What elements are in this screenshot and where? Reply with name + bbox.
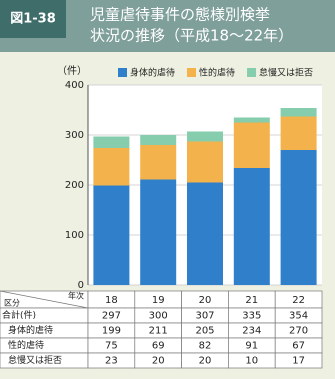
- column-header: 20: [199, 295, 212, 306]
- bar-segment: [140, 135, 177, 145]
- table-value: 307: [195, 311, 214, 322]
- y-tick-label: 300: [65, 130, 84, 141]
- table-value: 69: [152, 341, 165, 352]
- table-value: 300: [149, 311, 168, 322]
- bar-segment: [280, 150, 317, 285]
- corner-label: 区分: [4, 299, 20, 308]
- bar-segment: [187, 182, 223, 285]
- y-tick-label: 100: [65, 230, 84, 241]
- y-tick-label: 0: [78, 280, 84, 291]
- table-value: 23: [105, 356, 118, 367]
- row-label: 性的虐待: [8, 339, 44, 351]
- table-value: 82: [199, 341, 212, 352]
- table-value: 211: [149, 326, 168, 337]
- row-label: 怠慢又は拒否: [8, 354, 62, 366]
- table-value: 205: [195, 326, 214, 337]
- table-value: 297: [102, 311, 121, 322]
- row-label: 身体的虐待: [8, 324, 53, 336]
- table-value: 20: [199, 356, 212, 367]
- y-tick-label: 200: [65, 180, 84, 191]
- figure-number-box: [0, 0, 66, 38]
- legend-swatch: [247, 68, 257, 77]
- unit-label: （件）: [57, 65, 87, 77]
- bar-segment: [233, 122, 270, 168]
- table-value: 335: [242, 311, 261, 322]
- legend-label: 怠慢又は拒否: [259, 67, 313, 79]
- table-value: 354: [289, 311, 308, 322]
- bar-segment: [280, 108, 317, 117]
- table-value: 75: [105, 341, 118, 352]
- bar-segment: [187, 141, 223, 183]
- column-header: 19: [152, 295, 165, 306]
- bar-segment: [93, 148, 130, 186]
- legend-label: 身体的虐待: [130, 67, 175, 79]
- legend-swatch: [118, 68, 127, 77]
- legend-swatch: [187, 68, 197, 77]
- bar-segment: [140, 145, 177, 180]
- table-value: 10: [245, 356, 258, 367]
- table-cell: [274, 352, 323, 369]
- bar-segment: [280, 116, 317, 150]
- bar-segment: [233, 117, 270, 123]
- column-header: 22: [292, 295, 305, 306]
- figure-number: 図1-38: [10, 12, 56, 27]
- legend-label: 性的虐待: [199, 67, 235, 79]
- table-value: 17: [292, 356, 305, 367]
- table-value: 91: [245, 341, 258, 352]
- table-value: 234: [242, 326, 261, 337]
- corner-label: 年次: [68, 291, 84, 301]
- column-header: 21: [245, 295, 258, 306]
- bar-segment: [233, 168, 270, 285]
- title-line: 状況の推移（平成18～22年）: [90, 27, 293, 45]
- bar-segment: [93, 185, 130, 285]
- table-value: 270: [289, 326, 308, 337]
- table-value: 67: [292, 341, 305, 352]
- column-header: 18: [105, 295, 118, 306]
- bar-segment: [93, 136, 130, 148]
- bar-segment: [140, 179, 177, 285]
- corner-divider: [0, 290, 89, 309]
- table-value: 20: [152, 356, 165, 367]
- y-tick-label: 400: [65, 80, 84, 91]
- row-label: 合計(件): [2, 309, 36, 321]
- title-line: 児童虐待事件の態様別検挙: [90, 6, 270, 24]
- bar-segment: [187, 131, 223, 142]
- table-value: 199: [102, 326, 121, 337]
